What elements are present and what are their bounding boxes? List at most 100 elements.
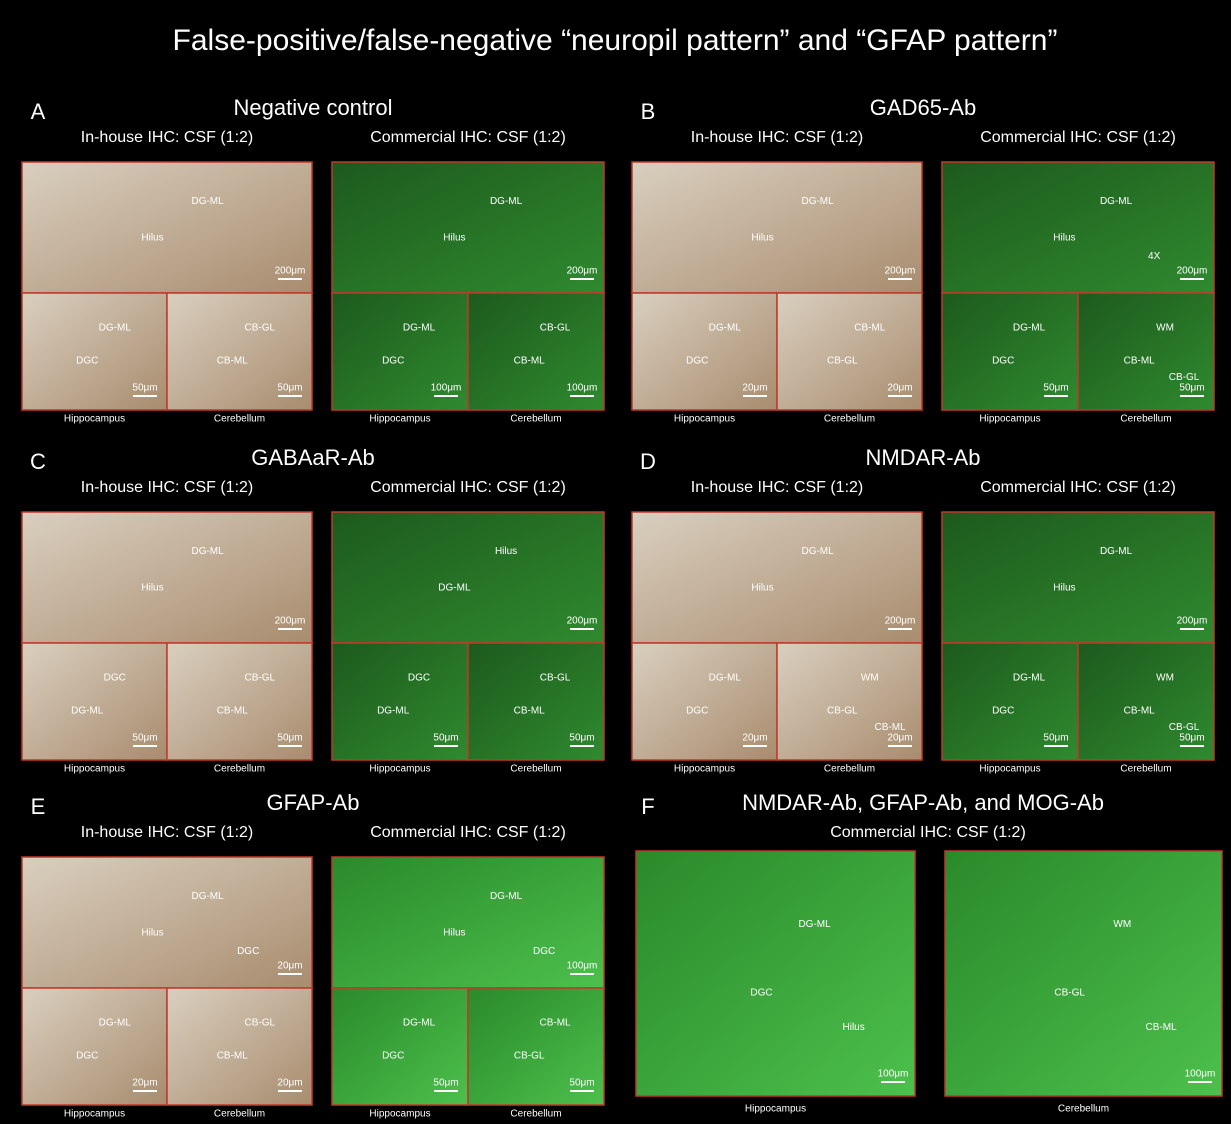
micrograph [636,851,915,1096]
region-label: DG-ML [99,323,132,334]
region-label: Hilus [843,1022,865,1033]
region-label: Hilus [141,233,163,244]
region-label: DGC [686,706,708,717]
region-label: DGC [408,673,430,684]
region-label: DG-ML [490,196,523,207]
region-label: Hilus [1053,583,1075,594]
panel-subtitle: Commercial IHC: CSF (1:2) [830,824,1026,841]
region-label: DGC [750,988,772,999]
scale-label: 50μm [569,1078,594,1089]
image-caption: Hippocampus [745,1104,806,1115]
panel-letter: C [30,449,46,474]
scale-label: 50μm [1043,383,1068,394]
region-label: DG-ML [1100,196,1133,207]
image-caption: Cerebellum [824,764,875,775]
region-label: WM [1156,323,1174,334]
scale-label: 50μm [277,733,302,744]
region-label: CB-GL [245,323,276,334]
scale-label: 200μm [567,616,598,627]
image-caption: Hippocampus [64,1109,125,1120]
image-caption: Cerebellum [510,1109,561,1120]
region-label: WM [1156,673,1174,684]
image-caption: Hippocampus [674,414,735,425]
panel-title: GFAP-Ab [267,790,360,815]
image-caption: Hippocampus [369,1109,430,1120]
image-caption: Hippocampus [979,764,1040,775]
region-label: CB-ML [1145,1022,1177,1033]
region-label: DG-ML [403,323,436,334]
region-label: CB-ML [217,356,249,367]
region-label: Hilus [141,928,163,939]
region-label: DG-ML [191,891,224,902]
scale-label: 50μm [132,383,157,394]
region-label: DGC [686,356,708,367]
region-label: CB-GL [1169,372,1200,383]
scale-label: 20μm [887,733,912,744]
scale-label: 20μm [277,1078,302,1089]
scale-label: 100μm [567,383,598,394]
region-label: Hilus [141,583,163,594]
scale-label: 50μm [1179,383,1204,394]
region-label: DG-ML [99,1018,132,1029]
region-label: CB-GL [245,1018,276,1029]
region-label: CB-ML [514,706,546,717]
scale-label: 50μm [277,383,302,394]
figure: False-positive/false-negative “neuropil … [0,0,1231,1124]
panel-subtitle: In-house IHC: CSF (1:2) [691,129,864,146]
region-label: Hilus [1053,233,1075,244]
image-caption: Cerebellum [510,764,561,775]
panel-subtitle: Commercial IHC: CSF (1:2) [980,129,1176,146]
region-label: DGC [533,946,555,957]
image-caption: Hippocampus [369,414,430,425]
panel-letter: B [641,99,656,124]
region-label: Hilus [495,546,517,557]
region-label: DG-ML [1013,673,1046,684]
image-caption: Cerebellum [1058,1104,1109,1115]
micrograph [632,162,922,293]
scale-label: 20μm [277,961,302,972]
figure-title: False-positive/false-negative “neuropil … [173,24,1058,57]
region-label: Hilus [443,928,465,939]
region-label: DG-ML [490,891,523,902]
micrograph [942,162,1214,293]
region-label: Hilus [751,233,773,244]
scale-label: 100μm [567,961,598,972]
scale-label: 200μm [1177,616,1208,627]
panel-subtitle: Commercial IHC: CSF (1:2) [370,129,566,146]
panel-subtitle: In-house IHC: CSF (1:2) [81,479,254,496]
region-label: CB-ML [217,706,249,717]
region-label: DGC [76,356,98,367]
micrograph [22,857,312,988]
region-label: DG-ML [801,546,834,557]
region-label: DG-ML [377,706,410,717]
region-label: CB-GL [245,673,276,684]
panel-subtitle: Commercial IHC: CSF (1:2) [980,479,1176,496]
region-label: CB-GL [1054,988,1085,999]
region-label: DGC [237,946,259,957]
region-label: CB-GL [827,706,858,717]
scale-label: 200μm [275,616,306,627]
micrograph [332,162,604,293]
micrograph [332,512,604,643]
micrograph [942,512,1214,643]
region-label: CB-GL [540,673,571,684]
panel-title: Negative control [234,95,393,120]
region-label: CB-ML [875,722,907,733]
scale-label: 20μm [742,733,767,744]
image-caption: Cerebellum [214,764,265,775]
region-label: CB-ML [217,1051,249,1062]
scale-label: 100μm [431,383,462,394]
scale-label: 50μm [132,733,157,744]
region-label: DG-ML [801,196,834,207]
image-caption: Cerebellum [824,414,875,425]
scale-label: 200μm [885,266,916,277]
micrograph [22,512,312,643]
panel-letter: F [641,794,654,819]
region-label: CB-ML [1124,706,1156,717]
image-caption: Cerebellum [214,1109,265,1120]
scale-label: 100μm [1185,1069,1216,1080]
panel-subtitle: In-house IHC: CSF (1:2) [81,824,254,841]
region-label: DGC [992,706,1014,717]
panel-subtitle: Commercial IHC: CSF (1:2) [370,824,566,841]
scale-label: 50μm [433,1078,458,1089]
